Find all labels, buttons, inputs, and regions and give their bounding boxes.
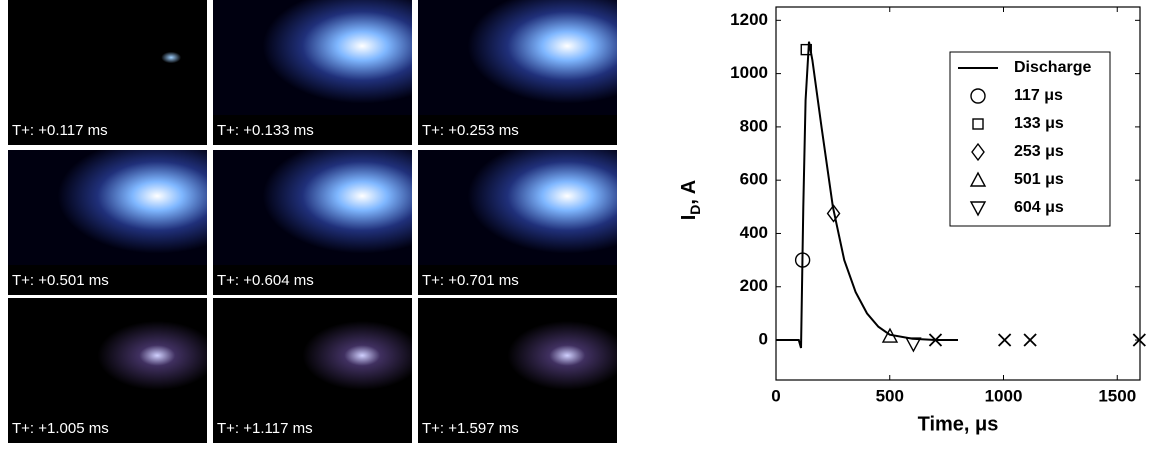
marker [972, 118, 984, 130]
image-label: T+: +1.005 ms [12, 420, 109, 437]
image-grid: T+: +0.117 ms T+: +0.133 ms T+: +0.253 ms T… [8, 0, 617, 443]
y-label-sub: D [687, 205, 703, 215]
marker [905, 337, 922, 353]
image-label: T+: +0.117 ms [12, 122, 108, 139]
image-content [213, 150, 412, 265]
y-tick-label: 0 [759, 330, 768, 349]
image-content [8, 0, 207, 115]
image-content [213, 0, 412, 115]
image-content [213, 298, 412, 413]
y-axis-label: ID, A [678, 180, 702, 221]
image-content [418, 150, 617, 265]
marker [969, 171, 987, 187]
y-label-rest: , A [678, 180, 700, 205]
x-tick-label: 0 [771, 386, 780, 405]
y-tick-label: 200 [740, 276, 768, 295]
x-tick-label: 1000 [985, 386, 1023, 405]
y-label-main: I [678, 215, 700, 221]
legend-label: 501 μs [1014, 171, 1064, 188]
marker [881, 327, 899, 343]
image-label: T+: +1.597 ms [422, 420, 519, 437]
marker [970, 88, 986, 104]
data-line [776, 41, 958, 349]
legend-label: 133 μs [1014, 115, 1064, 132]
marker [928, 333, 943, 347]
chart: 0 500 1000 1500 0 200 400 600 800 1000 1200 Time, μ… [678, 6, 1146, 435]
y-tick-label: 1200 [730, 10, 768, 29]
legend-label: 253 μs [1014, 143, 1064, 160]
image-label: T+: +0.701 ms [422, 272, 519, 289]
y-tick-label: 1000 [730, 63, 768, 82]
image-label: T+: +0.501 ms [12, 272, 109, 289]
image-label: T+: +0.133 ms [217, 122, 314, 139]
plot-area [775, 6, 1141, 381]
x-axis-label: Time, μs [918, 413, 999, 435]
y-tick-label: 800 [740, 116, 768, 135]
marker [1023, 333, 1037, 347]
legend-box [949, 51, 1111, 227]
marker [800, 43, 812, 56]
marker [969, 201, 987, 217]
marker [826, 204, 841, 223]
legend-label: 117 μs [1014, 87, 1063, 104]
marker [998, 333, 1012, 347]
image-content [8, 298, 207, 413]
image-content [418, 298, 617, 413]
y-tick-label: 600 [740, 170, 768, 189]
y-tick-label: 400 [740, 223, 768, 242]
image-content [418, 0, 617, 115]
legend: Discharge 117 μs 133 μs 253 μs 501 μs 604 μs [949, 51, 1111, 227]
x-tick-label: 1500 [1098, 386, 1136, 405]
x-tick-label: 500 [876, 386, 904, 405]
image-label: T+: +0.604 ms [217, 272, 314, 289]
image-label: T+: +0.253 ms [422, 122, 519, 139]
image-label: T+: +1.117 ms [217, 420, 313, 437]
marker [794, 252, 811, 268]
legend-label: 604 μs [1014, 199, 1064, 216]
legend-label: Discharge [1014, 59, 1091, 76]
marker [1132, 333, 1146, 347]
image-content [8, 150, 207, 265]
marker [971, 142, 985, 162]
